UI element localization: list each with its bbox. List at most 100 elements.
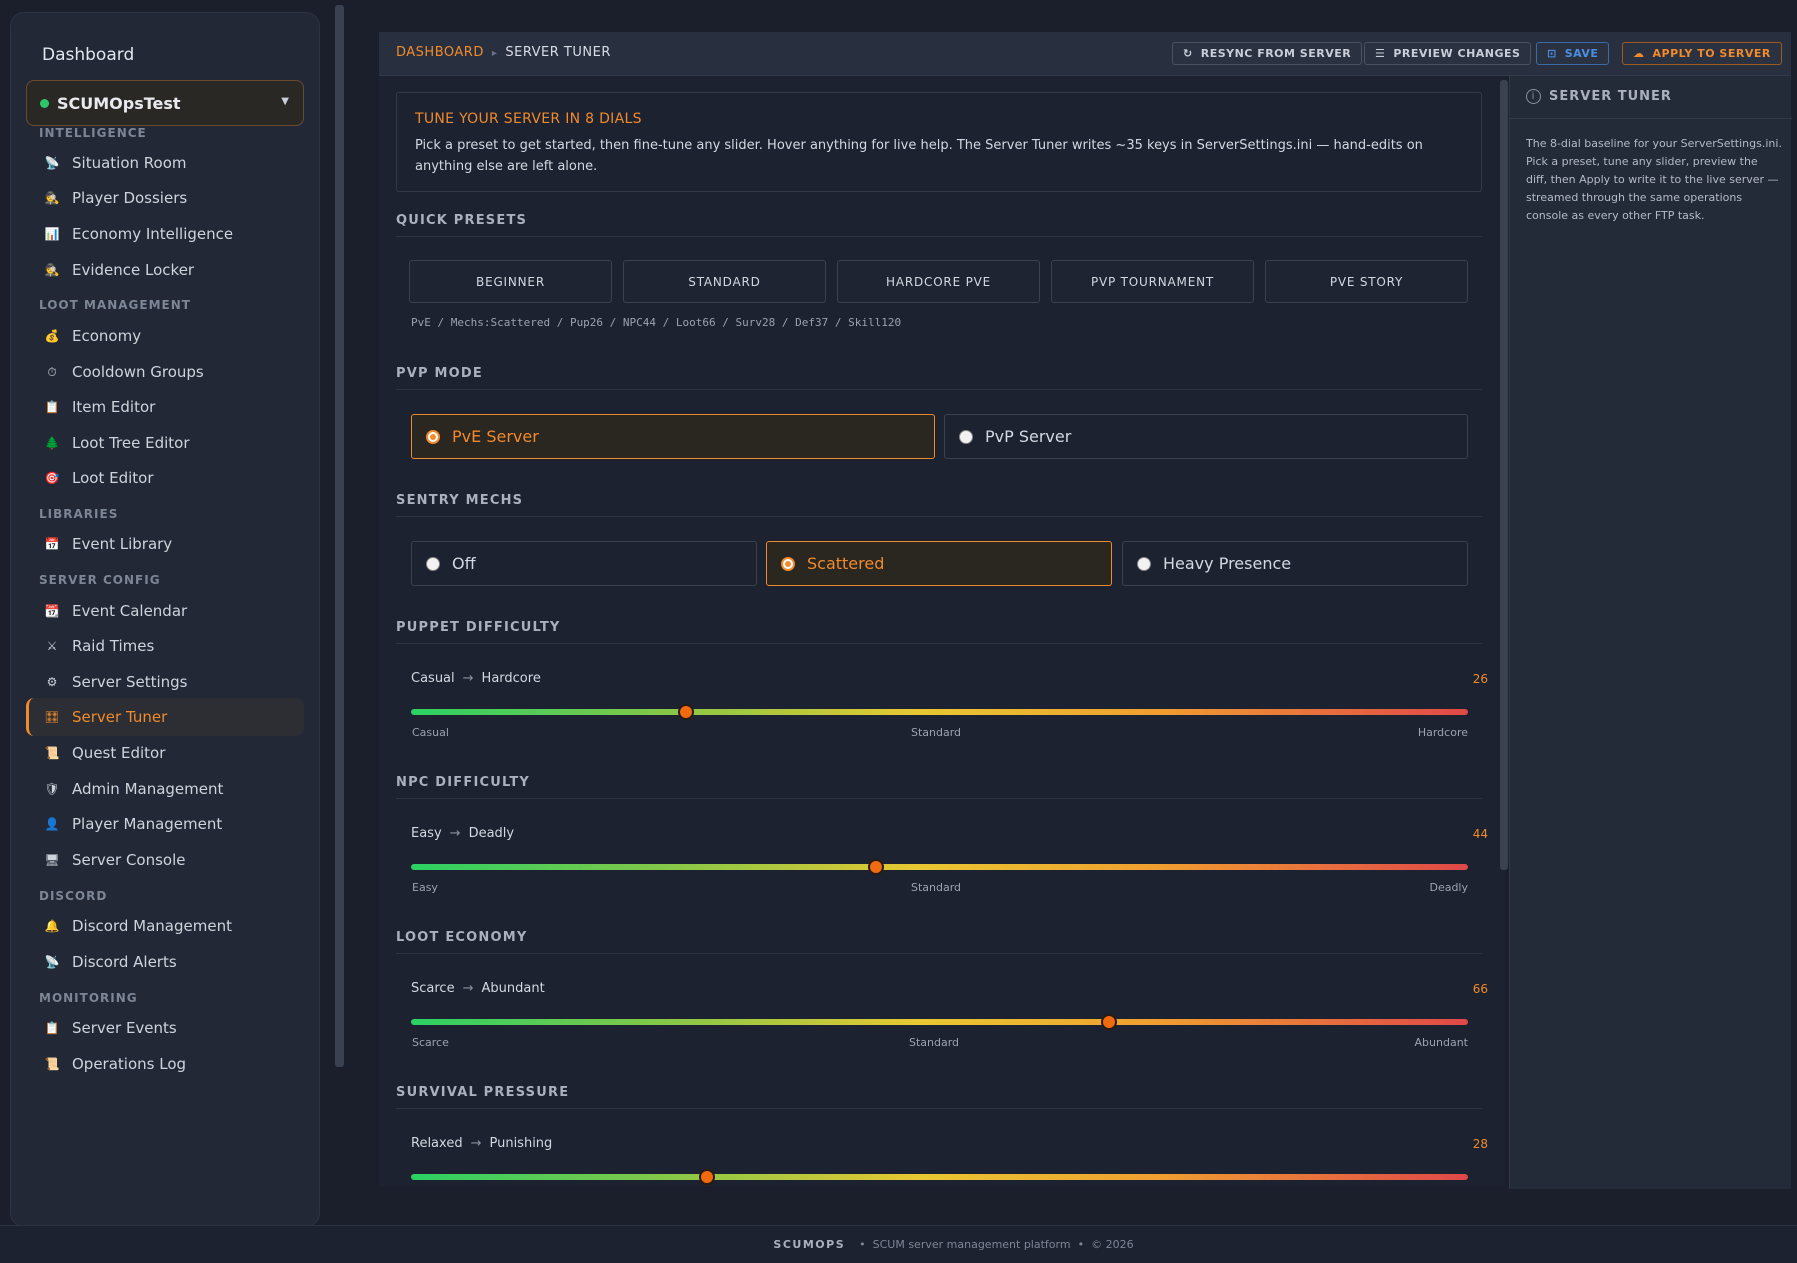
sidebar-item-loot-editor[interactable]: 🎯 Loot Editor — [44, 469, 154, 487]
breadcrumb-current: SERVER TUNER — [505, 45, 611, 60]
section-loot-management: LOOT MANAGEMENT — [39, 298, 191, 312]
puppet-difficulty-slider[interactable] — [411, 704, 1468, 720]
puppet-slider-thumb[interactable] — [677, 704, 694, 720]
puppet-slider-range-label: Casual → Hardcore — [411, 671, 541, 686]
info-icon: i — [1526, 89, 1541, 104]
preset-pve-story-button[interactable]: PVE STORY — [1265, 260, 1468, 303]
gear-icon: ⚙ — [46, 675, 58, 689]
upload-cloud-icon: ☁ — [1633, 47, 1645, 60]
save-button[interactable]: ⊡ SAVE — [1536, 42, 1610, 65]
sidebar-item-server-settings[interactable]: ⚙ Server Settings — [26, 663, 304, 701]
loot-economy-title: LOOT ECONOMY — [396, 930, 1482, 954]
section-libraries: LIBRARIES — [39, 507, 119, 521]
sidebar-item-economy[interactable]: 💰 Economy — [44, 327, 142, 345]
sidebar-item-cooldown-groups[interactable]: ⏱ Cooldown Groups — [26, 353, 304, 391]
npc-tick-mid: Standard — [911, 881, 962, 894]
loot-tick-high: Abundant — [1414, 1036, 1468, 1049]
arrow-right-icon: → — [462, 671, 474, 686]
online-status-dot — [40, 98, 49, 108]
radio-icon — [1137, 556, 1151, 571]
bell-icon: 🔔 — [44, 919, 60, 933]
sidebar-item-server-console[interactable]: 🖥 Server Console — [44, 851, 186, 869]
detective-icon: 🕵 — [44, 191, 60, 205]
help-divider — [1510, 118, 1792, 119]
section-discord: DISCORD — [39, 889, 108, 903]
npc-slider-value: 44 — [1472, 827, 1488, 841]
crossed-swords-icon: ⚔ — [46, 639, 58, 653]
radio-selected-icon — [781, 556, 795, 571]
puppet-tick-high: Hardcore — [1417, 726, 1468, 739]
survival-pressure-slider[interactable] — [411, 1169, 1468, 1185]
pvp-server-option[interactable]: PvP Server — [944, 414, 1468, 459]
user-icon: 👤 — [44, 817, 60, 831]
preset-standard-button[interactable]: STANDARD — [623, 260, 826, 303]
sidebar-item-evidence-locker[interactable]: 🕵 Evidence Locker — [44, 261, 195, 279]
survival-slider-value: 28 — [1472, 1137, 1488, 1151]
breadcrumb: DASHBOARD ▸ SERVER TUNER — [396, 45, 611, 60]
loot-slider-range-label: Scarce → Abundant — [411, 981, 545, 996]
sentry-mechs-title: SENTRY MECHS — [396, 493, 1482, 517]
chart-icon: 📊 — [44, 227, 60, 241]
preset-beginner-button[interactable]: BEGINNER — [409, 260, 612, 303]
intro-title: TUNE YOUR SERVER IN 8 DIALS — [415, 111, 642, 127]
breadcrumb-separator-icon: ▸ — [491, 48, 498, 59]
sidebar: Dashboard SCUMOpsTest ▼ INTELLIGENCE 📡 Si… — [10, 12, 320, 1227]
apply-to-server-button[interactable]: ☁ APPLY TO SERVER — [1622, 42, 1782, 65]
page-header: DASHBOARD ▸ SERVER TUNER ↻ RESYNC FROM SERV… — [379, 32, 1791, 76]
sidebar-item-player-dossiers[interactable]: 🕵 Player Dossiers — [44, 189, 188, 207]
scroll-icon: 📜 — [44, 1057, 60, 1071]
mechs-heavy-presence-option[interactable]: Heavy Presence — [1122, 541, 1468, 586]
loot-slider-thumb[interactable] — [1100, 1014, 1117, 1030]
preset-hardcore-pve-button[interactable]: HARDCORE PVE — [837, 260, 1040, 303]
puppet-difficulty-title: PUPPET DIFFICULTY — [396, 620, 1482, 644]
tree-icon: 🌲 — [44, 436, 60, 450]
sidebar-item-server-tuner[interactable]: 🎛 Server Tuner — [26, 698, 304, 736]
resync-button[interactable]: ↻ RESYNC FROM SERVER — [1172, 42, 1363, 65]
mechs-off-option[interactable]: Off — [411, 541, 757, 586]
sidebar-item-event-calendar[interactable]: 📆 Event Calendar — [44, 602, 188, 620]
sidebar-item-item-editor[interactable]: 📋 Item Editor — [44, 398, 156, 416]
sidebar-item-raid-times[interactable]: ⚔ Raid Times — [26, 627, 304, 665]
survival-pressure-title: SURVIVAL PRESSURE — [396, 1085, 1482, 1109]
sidebar-item-admin-management[interactable]: 🛡 Admin Management — [44, 780, 224, 798]
server-selector[interactable]: SCUMOpsTest ▼ — [26, 80, 304, 126]
loot-economy-slider[interactable] — [411, 1014, 1468, 1030]
sidebar-item-operations-log[interactable]: 📜 Operations Log — [44, 1055, 187, 1073]
sidebar-item-discord-management[interactable]: 🔔 Discord Management — [44, 917, 232, 935]
npc-difficulty-slider[interactable] — [411, 859, 1468, 875]
puppet-tick-low: Casual — [412, 726, 449, 739]
sidebar-item-server-events[interactable]: 📋 Server Events — [44, 1019, 177, 1037]
npc-slider-thumb[interactable] — [868, 859, 885, 875]
loot-slider-value: 66 — [1472, 982, 1488, 996]
sidebar-item-situation-room[interactable]: 📡 Situation Room — [44, 154, 187, 172]
pve-server-option[interactable]: PvE Server — [411, 414, 935, 459]
monitor-icon: 🖥 — [44, 853, 60, 867]
sidebar-item-quest-editor[interactable]: 📜 Quest Editor — [44, 744, 166, 762]
npc-slider-range-label: Easy → Deadly — [411, 826, 515, 841]
section-monitoring: MONITORING — [39, 991, 138, 1005]
detective-icon: 🕵 — [44, 263, 60, 277]
sidebar-item-loot-tree-editor[interactable]: 🌲 Loot Tree Editor — [44, 434, 190, 452]
list-icon: ☰ — [1375, 47, 1386, 60]
sidebar-item-event-library[interactable]: 📅 Event Library — [44, 535, 173, 553]
calendar-icon: 📅 — [44, 537, 60, 551]
server-name: SCUMOpsTest — [57, 93, 181, 113]
breadcrumb-dashboard[interactable]: DASHBOARD — [396, 45, 484, 60]
preset-pvp-tournament-button[interactable]: PVP TOURNAMENT — [1051, 260, 1254, 303]
sidebar-scrollbar[interactable] — [335, 5, 344, 1067]
preview-changes-button[interactable]: ☰ PREVIEW CHANGES — [1364, 42, 1532, 65]
survival-slider-thumb[interactable] — [698, 1169, 715, 1185]
sidebar-item-discord-alerts[interactable]: 📡 Discord Alerts — [44, 953, 177, 971]
sidebar-item-economy-intelligence[interactable]: 📊 Economy Intelligence — [44, 225, 234, 243]
loot-tick-low: Scarce — [412, 1036, 449, 1049]
main-scrollbar[interactable] — [1500, 80, 1508, 870]
sidebar-dashboard-link[interactable]: Dashboard — [42, 45, 135, 65]
mechs-scattered-option[interactable]: Scattered — [766, 541, 1112, 586]
loot-tick-mid: Standard — [909, 1036, 960, 1049]
shield-icon: 🛡 — [44, 782, 60, 796]
section-server-config: SERVER CONFIG — [39, 573, 161, 587]
footer: SCUMOPS • SCUM server management platfor… — [0, 1225, 1797, 1263]
sidebar-item-player-management[interactable]: 👤 Player Management — [44, 815, 223, 833]
npc-tick-high: Deadly — [1429, 881, 1468, 894]
footer-tagline: SCUM server management platform — [872, 1238, 1071, 1251]
